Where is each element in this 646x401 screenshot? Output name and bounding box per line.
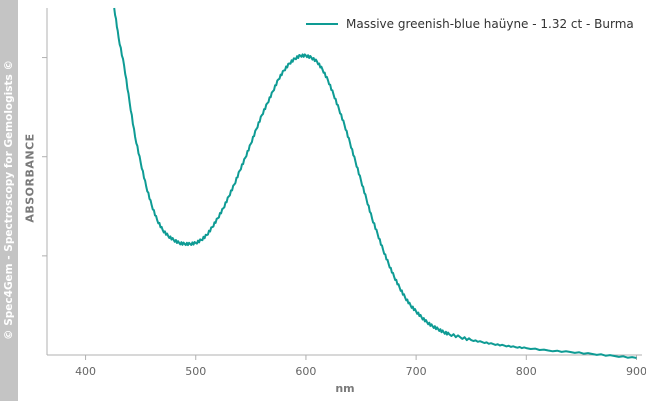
x-tick-label: 500 <box>185 365 206 378</box>
legend-label: Massive greenish-blue haüyne - 1.32 ct -… <box>346 17 634 31</box>
x-tick-label: 400 <box>75 365 96 378</box>
x-axis-ticks: 400 500 600 700 800 900 <box>75 355 646 378</box>
x-tick-label: 900 <box>626 365 646 378</box>
plot-area <box>113 7 637 359</box>
x-axis-label: nm <box>335 382 354 395</box>
x-tick-label: 700 <box>406 365 427 378</box>
axes <box>46 8 642 356</box>
series-line <box>113 7 637 359</box>
legend: Massive greenish-blue haüyne - 1.32 ct -… <box>306 17 634 31</box>
x-tick-label: 800 <box>516 365 537 378</box>
watermark-bar: © Spec4Gem - Spectroscopy for Gemologist… <box>0 0 18 401</box>
x-tick-label: 600 <box>295 365 316 378</box>
y-axis-ticks <box>42 57 47 257</box>
